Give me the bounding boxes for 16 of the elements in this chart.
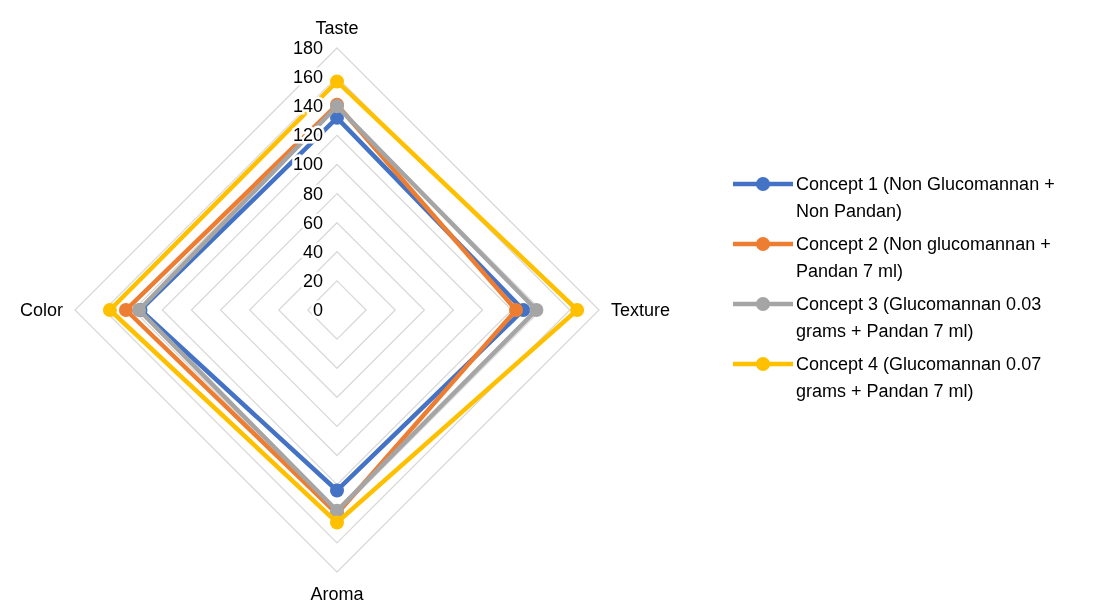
y-tick-label: 80 — [302, 183, 323, 204]
y-tick-label: 160 — [292, 67, 323, 88]
spoke-label: Taste — [315, 18, 359, 38]
legend-label: Concept 2 (Non glucomannan + Pandan 7 ml) — [796, 234, 1051, 281]
spoke-label: Texture — [611, 300, 671, 320]
y-tick-label: 40 — [302, 241, 323, 262]
spoke-label: Color — [19, 300, 63, 320]
legend-label: Concept 3 (Glucomannan 0.03 grams + Pandan 7 ml) — [796, 294, 1042, 341]
legend-label: Concept 1 (Non Glucomannan + Non Pandan) — [796, 174, 1055, 221]
y-tick-label: 20 — [302, 270, 323, 291]
spoke-label: Aroma — [310, 584, 365, 604]
y-tick-label: 0 — [312, 300, 323, 320]
legend-label: Concept 4 (Glucomannan 0.07 grams + Pandan 7 ml) — [796, 354, 1042, 401]
y-tick-label: 60 — [302, 212, 323, 233]
y-tick-label: 100 — [292, 154, 323, 175]
y-tick-label: 180 — [292, 38, 323, 58]
